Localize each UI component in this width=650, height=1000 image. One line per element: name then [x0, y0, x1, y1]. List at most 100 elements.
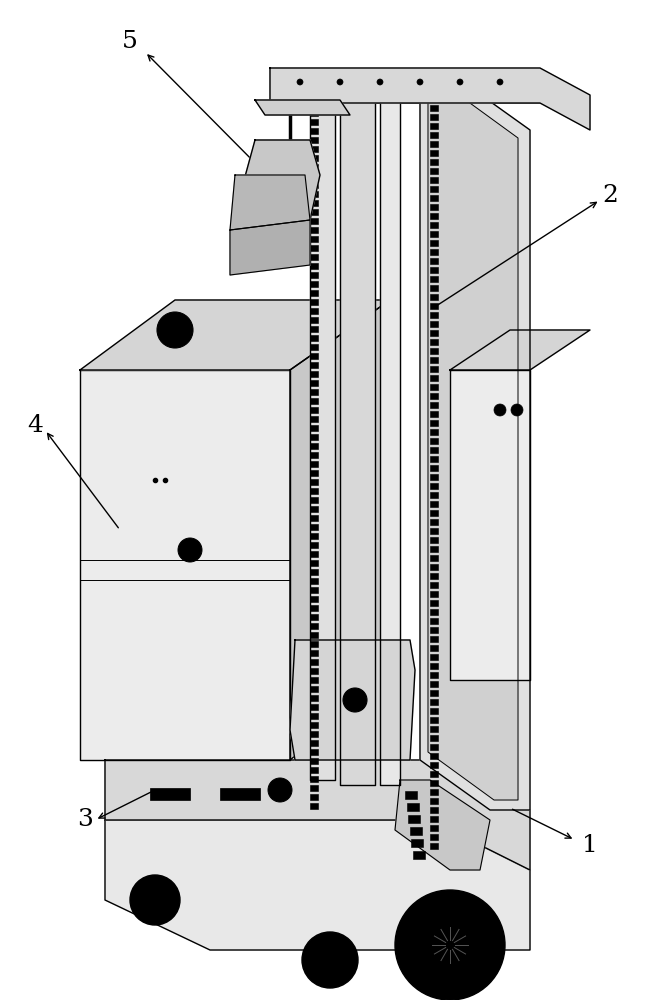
Bar	[310, 542, 318, 548]
Bar	[310, 740, 318, 746]
Bar	[310, 749, 318, 755]
Bar	[430, 177, 438, 183]
Bar	[310, 290, 318, 296]
Bar	[430, 321, 438, 327]
Bar	[430, 546, 438, 552]
Polygon shape	[255, 100, 350, 115]
Bar	[310, 524, 318, 530]
Bar	[430, 582, 438, 588]
Bar	[430, 717, 438, 723]
Polygon shape	[450, 330, 590, 370]
Bar	[430, 807, 438, 813]
Bar	[310, 209, 318, 215]
Bar	[310, 686, 318, 692]
Bar	[430, 339, 438, 345]
Circle shape	[417, 79, 423, 85]
Bar	[430, 573, 438, 579]
Bar	[310, 218, 318, 224]
Bar	[220, 788, 260, 800]
Bar	[310, 371, 318, 377]
Polygon shape	[105, 760, 530, 870]
Bar	[430, 366, 438, 372]
Bar	[310, 695, 318, 701]
Bar	[430, 258, 438, 264]
Bar	[430, 825, 438, 831]
Bar	[310, 650, 318, 656]
Bar	[310, 281, 318, 287]
Bar	[405, 791, 417, 799]
Bar	[310, 578, 318, 584]
Bar	[310, 416, 318, 422]
Bar	[310, 704, 318, 710]
Bar	[310, 425, 318, 431]
Circle shape	[178, 538, 202, 562]
Bar	[430, 843, 438, 849]
Bar	[310, 623, 318, 629]
Bar	[430, 429, 438, 435]
Bar	[430, 537, 438, 543]
Bar	[430, 519, 438, 525]
Bar	[430, 627, 438, 633]
Bar	[430, 195, 438, 201]
Bar	[430, 753, 438, 759]
Bar	[430, 699, 438, 705]
Bar	[430, 654, 438, 660]
Bar	[310, 713, 318, 719]
Bar	[310, 407, 318, 413]
Bar	[150, 788, 190, 800]
Bar	[430, 285, 438, 291]
Bar	[430, 240, 438, 246]
Bar	[430, 510, 438, 516]
Bar	[430, 474, 438, 480]
Bar	[430, 762, 438, 768]
Bar	[430, 492, 438, 498]
Bar	[310, 326, 318, 332]
Bar	[310, 587, 318, 593]
Bar	[430, 384, 438, 390]
Bar	[310, 497, 318, 503]
Bar	[430, 294, 438, 300]
Bar	[430, 645, 438, 651]
Polygon shape	[310, 80, 335, 780]
Bar	[430, 420, 438, 426]
Bar	[430, 150, 438, 156]
Bar	[310, 155, 318, 161]
Bar	[310, 182, 318, 188]
Polygon shape	[450, 370, 530, 680]
Bar	[411, 839, 423, 847]
Circle shape	[310, 940, 350, 980]
Polygon shape	[270, 68, 590, 130]
Bar	[310, 551, 318, 557]
Polygon shape	[395, 780, 490, 870]
Bar	[430, 141, 438, 147]
Bar	[310, 596, 318, 602]
Bar	[310, 731, 318, 737]
Bar	[310, 533, 318, 539]
Bar	[310, 632, 318, 638]
Bar	[310, 254, 318, 260]
Polygon shape	[380, 75, 400, 785]
Bar	[430, 132, 438, 138]
Bar	[406, 803, 419, 811]
Bar	[430, 348, 438, 354]
Circle shape	[349, 694, 361, 706]
Bar	[430, 798, 438, 804]
Bar	[413, 851, 424, 859]
Text: 5: 5	[122, 30, 138, 53]
Text: 3: 3	[77, 808, 93, 832]
Bar	[310, 263, 318, 269]
Bar	[430, 186, 438, 192]
Bar	[310, 461, 318, 467]
Bar	[430, 330, 438, 336]
Bar	[310, 353, 318, 359]
Bar	[310, 758, 318, 764]
Bar	[430, 393, 438, 399]
Circle shape	[163, 318, 187, 342]
Bar	[430, 303, 438, 309]
Bar	[310, 614, 318, 620]
Bar	[430, 771, 438, 777]
Bar	[430, 780, 438, 786]
Bar	[430, 204, 438, 210]
Bar	[310, 560, 318, 566]
Circle shape	[377, 79, 383, 85]
